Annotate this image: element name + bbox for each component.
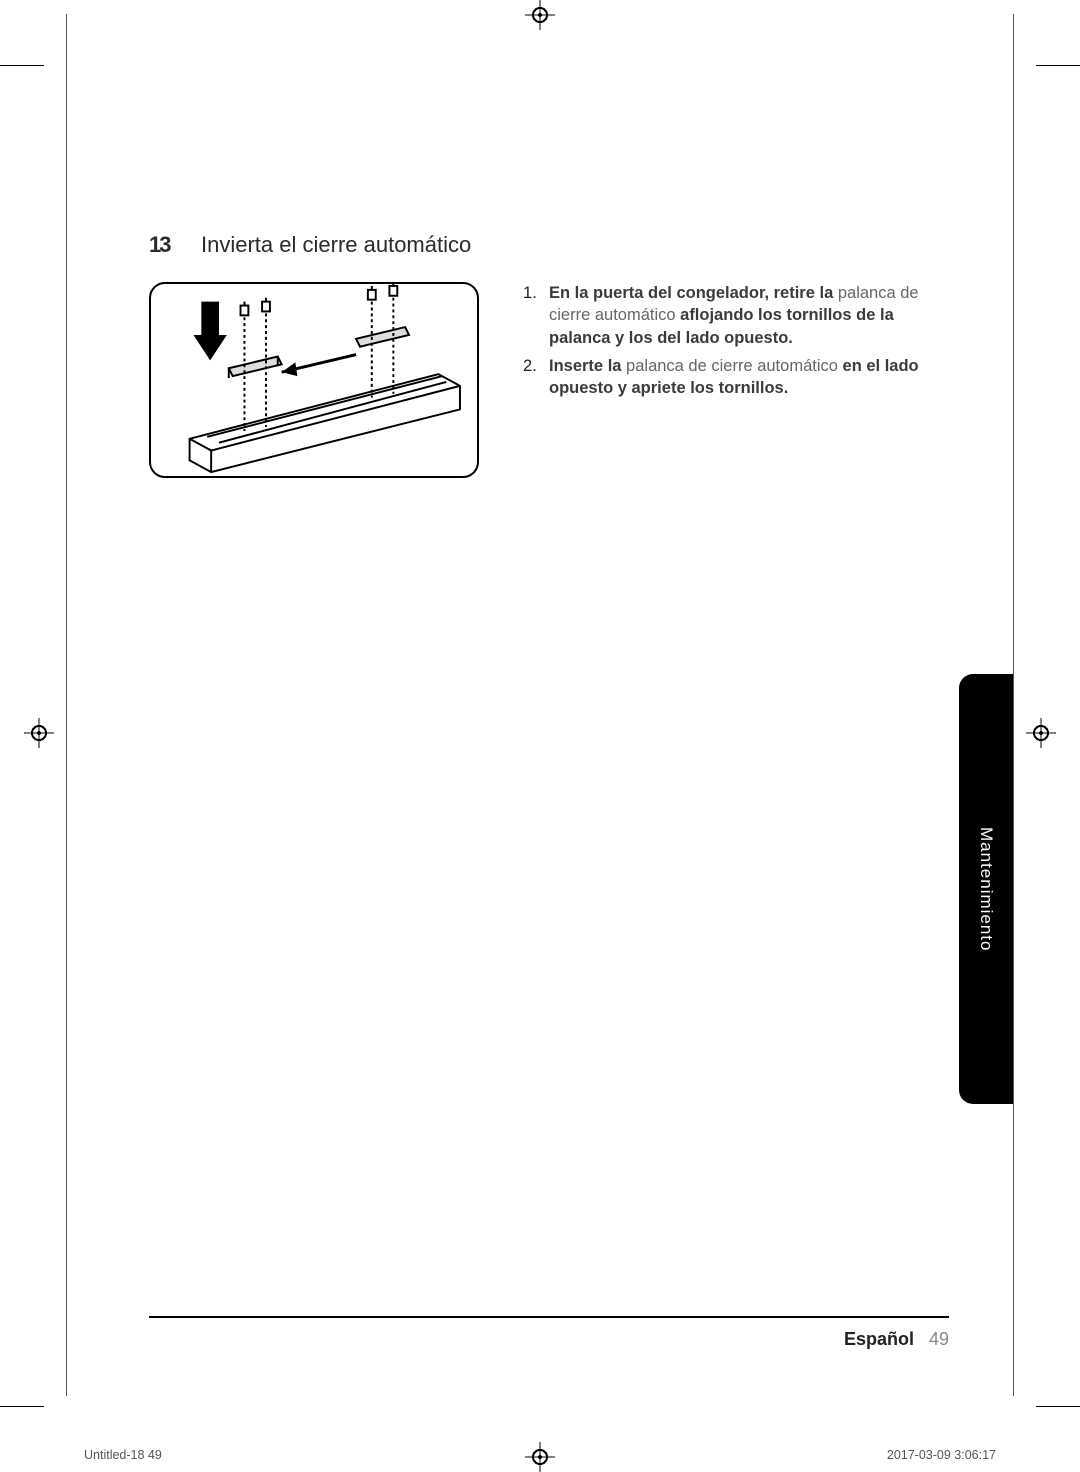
- instruction-text-run: Inserte la: [549, 357, 626, 375]
- section-tab: Mantenimiento: [959, 674, 1013, 1104]
- print-datetime: 2017-03-09 3:06:17: [887, 1448, 996, 1462]
- instruction-list: En la puerta del congelador, retire la p…: [523, 282, 949, 483]
- print-job-footer: Untitled-18 49 2017-03-09 3:06:17: [84, 1448, 996, 1462]
- step-title: Invierta el cierre automático: [201, 232, 471, 258]
- crop-mark: [1036, 1406, 1080, 1407]
- instruction-text-run: En la puerta del congelador, retire la: [549, 284, 838, 302]
- page-frame: 13 Invierta el cierre automático: [66, 14, 1014, 1396]
- footer-rule: [149, 1316, 949, 1318]
- section-tab-label: Mantenimiento: [976, 827, 996, 952]
- footer-page-number: 49: [929, 1329, 949, 1349]
- footer-language: Español: [844, 1329, 914, 1349]
- instruction-item: En la puerta del congelador, retire la p…: [523, 282, 949, 349]
- print-doc-name: Untitled-18 49: [84, 1448, 162, 1462]
- two-column-layout: En la puerta del congelador, retire la p…: [149, 282, 949, 483]
- crop-mark: [0, 1406, 44, 1407]
- crop-mark: [1036, 65, 1080, 66]
- instruction-text-run: palanca de cierre automático: [626, 357, 842, 375]
- page-footer: Español 49: [844, 1329, 949, 1350]
- instruction-item: Inserte la palanca de cierre automático …: [523, 355, 949, 400]
- figure-wrapper: [149, 282, 479, 483]
- section-heading: 13 Invierta el cierre automático: [149, 232, 949, 258]
- diagram-auto-close-lever: [149, 282, 479, 478]
- content-area: 13 Invierta el cierre automático: [149, 232, 949, 1296]
- step-number: 13: [149, 232, 201, 258]
- crop-mark: [0, 65, 44, 66]
- registration-mark-right: [1030, 722, 1052, 744]
- registration-mark-left: [28, 722, 50, 744]
